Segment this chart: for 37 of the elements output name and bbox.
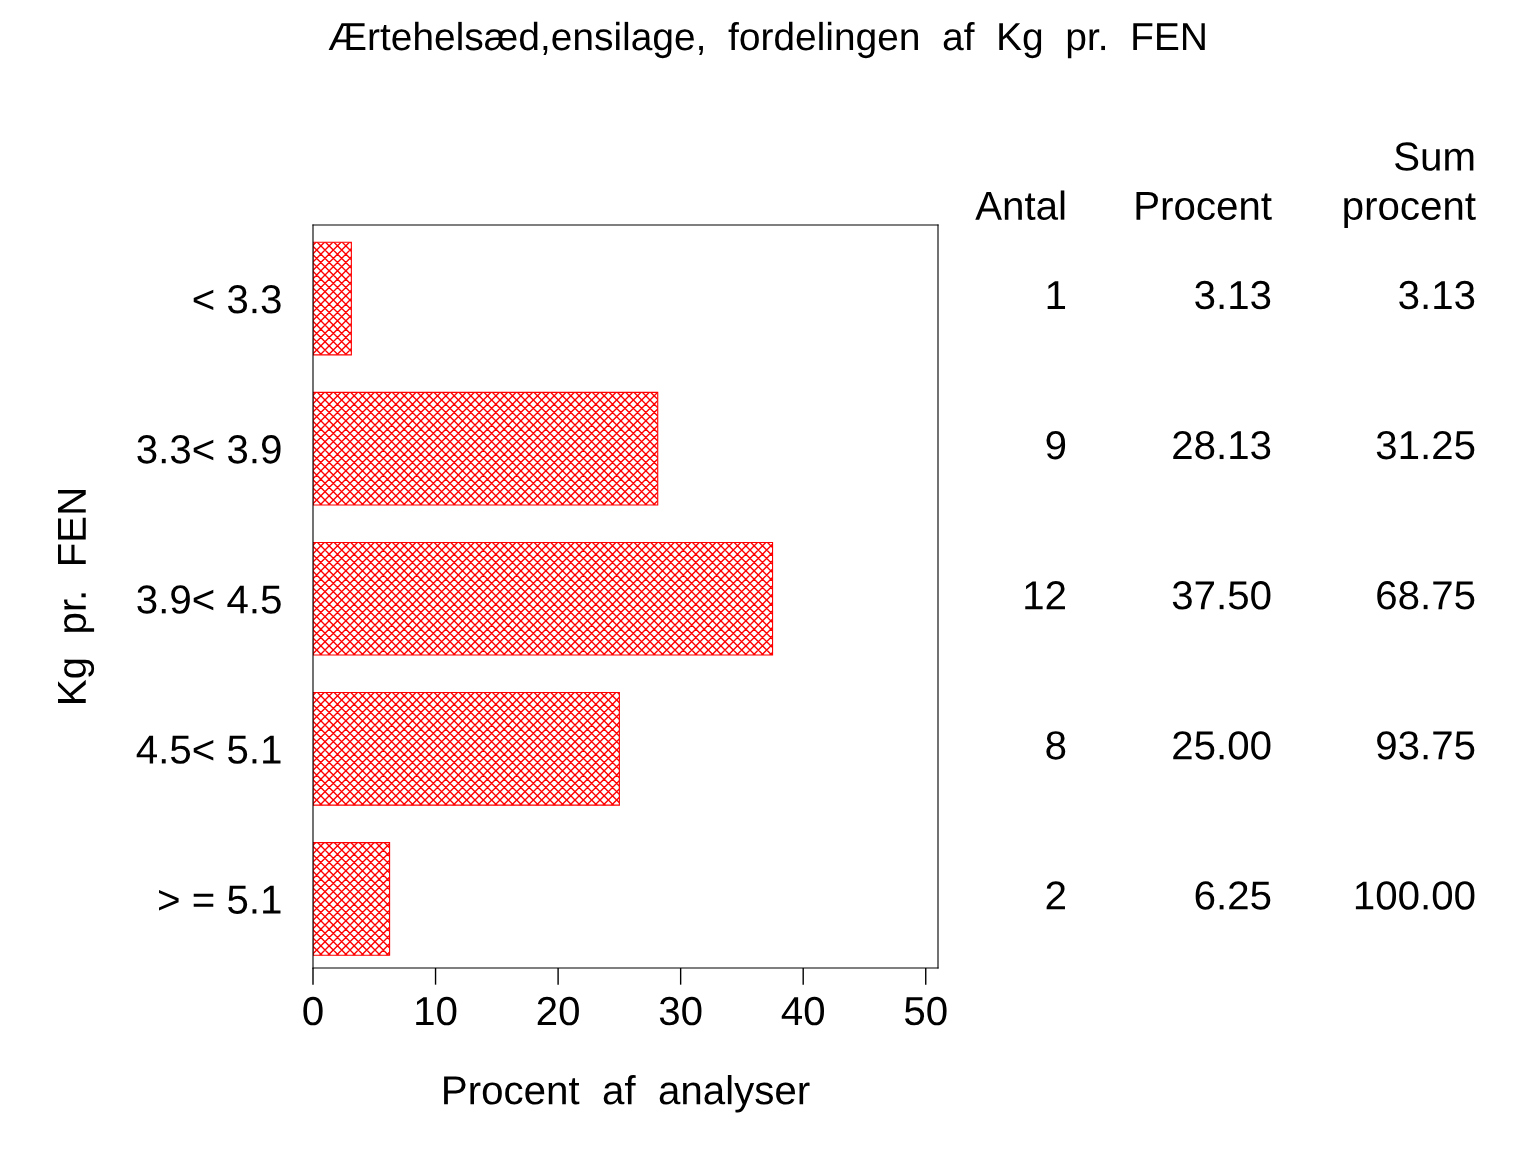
text: 100.00	[1355, 881, 1475, 910]
chart-title: Ærtehelsæd,ensilage, fordelingen af Kg pr. FEN	[328, 21, 1205, 59]
data-label: 25.00	[1173, 731, 1271, 760]
text: 12	[1025, 581, 1065, 610]
x-tick-label: 0	[303, 996, 323, 1026]
x-axis-title: Procent af analyser	[444, 1074, 810, 1113]
bar	[313, 692, 620, 806]
y-tick-label: > = 5.1	[159, 885, 281, 914]
data-label: 3.13	[1195, 280, 1271, 310]
x-tick-label: 10	[416, 996, 457, 1026]
text: 8	[1046, 731, 1066, 760]
x-tick-label: 40	[781, 996, 825, 1026]
text: 93.75	[1377, 731, 1475, 760]
text: 68.75	[1377, 581, 1475, 610]
x-tick-label: 50	[904, 996, 947, 1026]
x-tick-label: 20	[537, 996, 579, 1026]
bar	[313, 541, 774, 656]
text: 1	[1047, 281, 1066, 309]
text: Antal	[975, 190, 1065, 221]
text: Sum procent	[1344, 142, 1476, 228]
y-axis-title: Kg pr. FEN	[58, 490, 95, 703]
bar	[313, 241, 352, 356]
y-tick-label: 3.3< 3.9	[137, 435, 281, 464]
y-tick-label: < 3.3	[193, 285, 281, 314]
data-label: 37.50	[1172, 581, 1271, 610]
text: 9	[1046, 430, 1066, 460]
data-label: 28.13	[1173, 430, 1271, 460]
data-label: 6.25	[1195, 881, 1271, 910]
bar	[313, 391, 659, 506]
x-tick-label: 30	[659, 996, 702, 1026]
text: 2	[1046, 881, 1065, 910]
text: 31.25	[1376, 430, 1475, 460]
y-tick-label: 3.9< 4.5	[137, 585, 281, 614]
bar	[313, 842, 391, 956]
text: 3.13	[1399, 280, 1475, 310]
text: Procent	[1136, 191, 1272, 221]
y-tick-label: 4.5< 5.1	[136, 735, 281, 764]
